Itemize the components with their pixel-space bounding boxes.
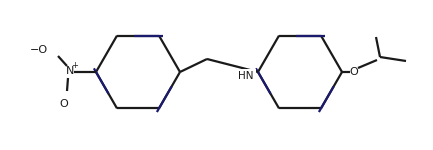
Text: −O: −O [30, 45, 48, 55]
Text: O: O [349, 67, 359, 77]
Text: +: + [71, 61, 78, 70]
Text: N: N [66, 66, 74, 76]
Text: HN: HN [238, 71, 253, 81]
Text: O: O [60, 99, 68, 109]
